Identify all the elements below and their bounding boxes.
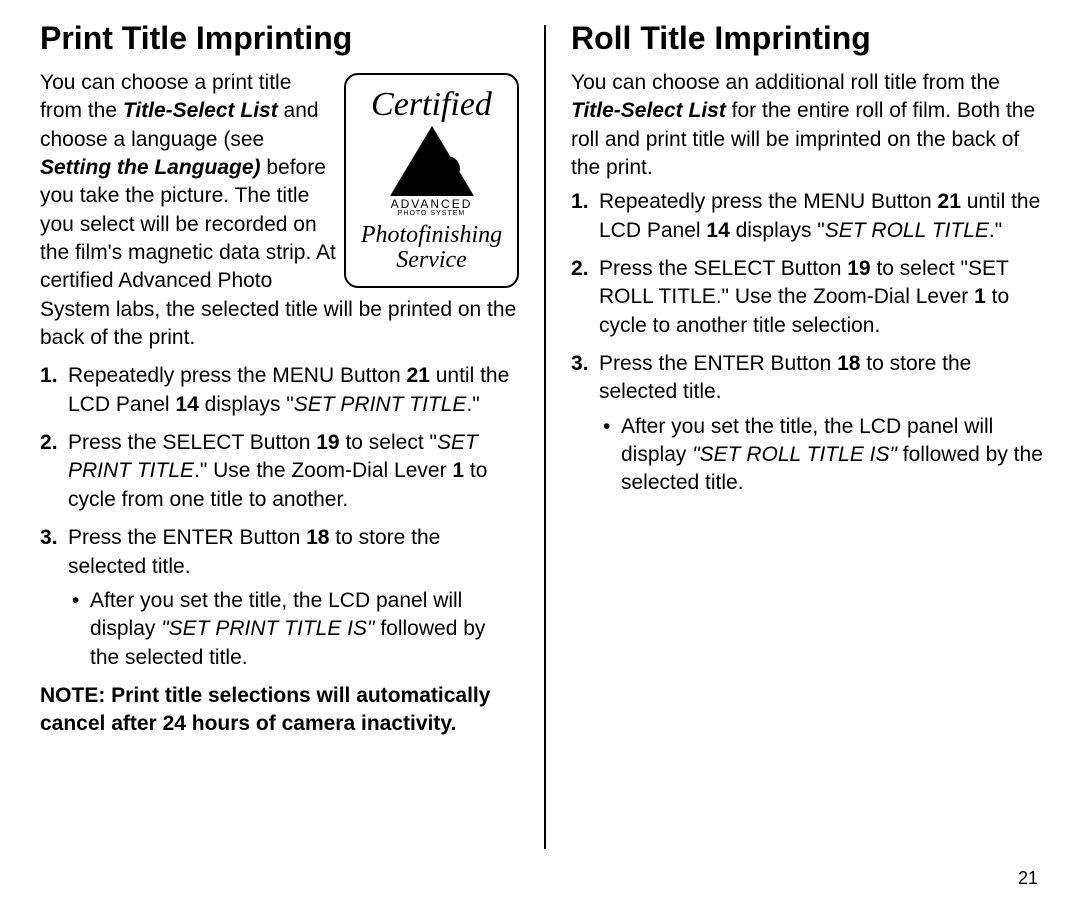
left-heading: Print Title Imprinting (40, 20, 519, 57)
right-step-2: Press the SELECT Button 19 to select "SE… (571, 255, 1050, 340)
right-step-3-sublist: After you set the title, the LCD panel w… (599, 413, 1050, 498)
right-step-3: Press the ENTER Button 18 to store the s… (571, 350, 1050, 498)
left-step-1: Repeatedly press the MENU Button 21 unti… (40, 362, 519, 419)
right-step-1: Repeatedly press the MENU Button 21 unti… (571, 188, 1050, 245)
left-step-3: Press the ENTER Button 18 to store the s… (40, 524, 519, 672)
logo-service-text: Service (396, 248, 467, 273)
left-step-2: Press the SELECT Button 19 to select "SE… (40, 429, 519, 514)
right-steps-list: Repeatedly press the MENU Button 21 unti… (571, 188, 1050, 497)
logo-triangle-icon (390, 126, 474, 196)
right-step-3-bullet: After you set the title, the LCD panel w… (599, 413, 1050, 498)
left-steps-list: Repeatedly press the MENU Button 21 unti… (40, 362, 519, 671)
certified-logo: Certified ADVANCEDPHOTO SYSTEM Photofini… (344, 73, 519, 288)
logo-certified-text: Certified (371, 88, 492, 122)
left-step-3-bullet: After you set the title, the LCD panel w… (68, 587, 519, 672)
logo-advanced-text: ADVANCEDPHOTO SYSTEM (391, 198, 473, 217)
page-number: 21 (1018, 868, 1038, 889)
left-intro-block: Certified ADVANCEDPHOTO SYSTEM Photofini… (40, 69, 519, 358)
logo-photofinishing-text: Photofinishing (361, 223, 502, 248)
logo-circle-icon (434, 156, 460, 182)
left-note: NOTE: Print title selections will automa… (40, 682, 519, 739)
right-column: Roll Title Imprinting You can choose an … (546, 20, 1050, 889)
left-step-3-sublist: After you set the title, the LCD panel w… (68, 587, 519, 672)
right-heading: Roll Title Imprinting (571, 20, 1050, 57)
left-column: Print Title Imprinting Certified ADVANCE… (40, 20, 544, 889)
right-intro-text: You can choose an additional roll title … (571, 69, 1050, 182)
